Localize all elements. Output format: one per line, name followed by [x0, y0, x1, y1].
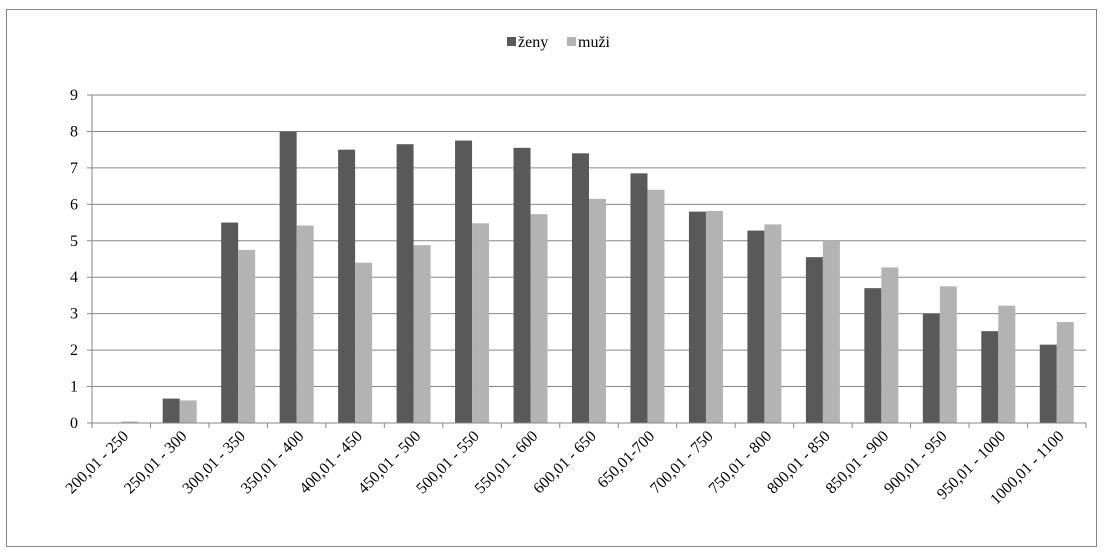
bar-zeny	[455, 140, 473, 424]
bar-muzi	[238, 249, 256, 423]
bar-zeny	[162, 398, 180, 423]
bar-muzi	[472, 223, 490, 423]
bar-zeny	[688, 211, 706, 423]
bar-muzi	[822, 240, 840, 423]
y-tick-label: 6	[70, 196, 78, 213]
y-axis-tick-labels: 0 1 2 3 4 5 6 7 8 9	[70, 87, 78, 432]
y-tick-label: 3	[70, 306, 78, 323]
bar-zeny	[805, 257, 823, 423]
bar-muzi	[939, 286, 957, 423]
bar-zeny	[1039, 344, 1057, 423]
y-tick-label: 9	[70, 87, 78, 104]
y-tick-label: 5	[70, 233, 78, 250]
bar-zeny	[981, 331, 999, 423]
bar-muzi	[179, 400, 197, 423]
bar-muzi	[413, 245, 431, 423]
legend: ženy muži	[507, 34, 611, 51]
legend-swatch	[567, 37, 576, 46]
y-tick-label: 4	[70, 269, 78, 286]
x-tick-label: 600,01 - 650	[530, 428, 600, 498]
y-tick-label: 0	[70, 415, 78, 432]
y-tick-label: 1	[70, 379, 78, 396]
bar-muzi	[647, 189, 665, 423]
bar-muzi	[1056, 322, 1074, 423]
bar-zeny	[864, 288, 882, 423]
bar-muzi	[121, 421, 139, 423]
bar-zeny	[221, 222, 239, 423]
bar-zeny	[338, 149, 356, 423]
bar-zeny	[572, 153, 589, 424]
bar-zeny	[922, 313, 940, 423]
legend-label: ženy	[518, 34, 548, 51]
bar-muzi	[998, 305, 1016, 423]
legend-label: muži	[578, 34, 611, 51]
bar-zeny	[396, 144, 414, 423]
bar-zeny	[513, 147, 531, 423]
bar-muzi	[296, 225, 314, 423]
y-tick-label: 2	[70, 342, 78, 359]
chart-area: ženy muži 0 1 2 3 4 5 6 7 8 9 200,01 - 250 250,01 -…	[6, 9, 1097, 547]
bar-zeny	[630, 173, 648, 423]
axes	[91, 95, 1087, 428]
bars	[121, 131, 1074, 424]
x-tick-label: 650,01-700	[594, 428, 658, 492]
bar-muzi	[530, 214, 548, 423]
bar-zeny	[747, 230, 765, 423]
bar-muzi	[355, 262, 373, 423]
bar-muzi	[705, 210, 723, 423]
y-tick-label: 7	[70, 160, 78, 177]
bar-muzi	[881, 267, 899, 423]
bar-muzi	[764, 224, 782, 423]
bar-zeny	[279, 131, 297, 423]
bar-muzi	[589, 198, 606, 423]
y-tick-label: 8	[70, 123, 78, 140]
legend-swatch	[507, 37, 516, 46]
